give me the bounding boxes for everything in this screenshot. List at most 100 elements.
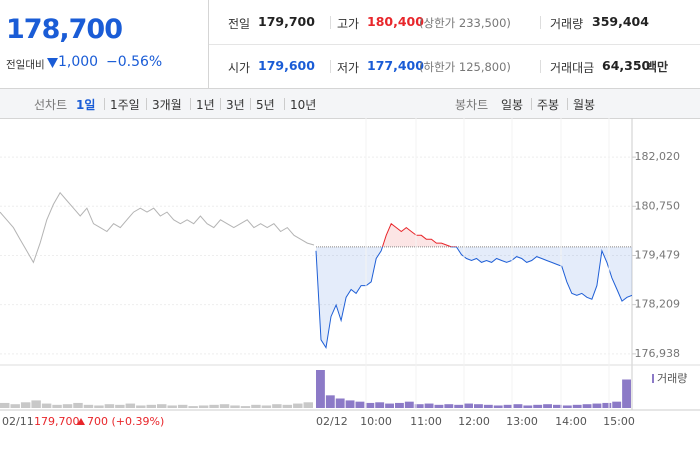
stat-value: 177,400	[367, 58, 424, 73]
volume-bar	[293, 403, 303, 408]
stat-label: 거래량	[550, 17, 584, 31]
volume-bar	[414, 404, 424, 408]
volume-bar	[20, 402, 31, 408]
period-tab[interactable]: 3년	[226, 98, 245, 112]
price: 178,700	[6, 14, 123, 45]
volume-bar	[177, 404, 188, 408]
volume-bar	[188, 406, 198, 408]
divider	[330, 60, 331, 73]
x-tick-label: 13:00	[506, 415, 538, 428]
volume-bar	[365, 402, 375, 408]
divider	[531, 98, 532, 110]
stat-label: 저가	[337, 61, 360, 75]
change-label: 전일대비	[6, 59, 45, 71]
divider	[567, 98, 568, 110]
volume-bar	[355, 401, 365, 408]
x-tick-label: 11:00	[410, 415, 442, 428]
volume-bar	[272, 404, 282, 408]
candle-tab[interactable]: 주봉	[537, 98, 560, 112]
volume-bar	[582, 404, 592, 408]
y-tick-label: 179,479	[635, 248, 681, 261]
legend-swatch	[652, 374, 654, 383]
volume-bar	[385, 403, 394, 408]
volume-bar	[282, 404, 293, 408]
divider	[190, 98, 191, 110]
volume-bar	[543, 404, 552, 408]
stat-label: 시가	[228, 61, 251, 75]
price-line-down	[315, 246, 632, 349]
volume-bar	[240, 406, 251, 408]
period-tab[interactable]: 5년	[256, 98, 275, 112]
stat-value: 179,600	[258, 58, 315, 73]
volume-bar	[562, 405, 572, 408]
volume-bar	[444, 404, 454, 408]
volume-bar	[375, 402, 385, 408]
volume-bar	[483, 404, 493, 408]
volume-bar	[41, 403, 52, 408]
stat-label: 거래대금	[550, 61, 595, 75]
candle-tab[interactable]: 일봉	[501, 98, 524, 112]
volume-bar	[261, 405, 272, 408]
volume-bar	[62, 404, 73, 408]
volume-bar	[454, 404, 464, 408]
period-tab[interactable]: 1일	[76, 98, 96, 112]
volume-bar	[523, 405, 533, 408]
volume-bar	[104, 404, 115, 408]
volume-bar	[553, 404, 562, 408]
candle-tab[interactable]: 월봉	[573, 98, 596, 112]
volume-bar	[474, 404, 483, 408]
volume-bar	[316, 370, 325, 408]
volume-bar	[303, 402, 313, 408]
volume-bar	[146, 404, 156, 408]
stat-unit: 백만	[646, 60, 669, 74]
volume-bar	[0, 402, 10, 408]
price-box: 178,700 전일대비 1,000 −0.56%	[0, 0, 209, 88]
volume-bar	[503, 404, 513, 408]
y-tick-label: 178,209	[635, 298, 681, 311]
prev-close: 179,700	[34, 415, 80, 428]
volume-bar	[157, 404, 167, 408]
down-icon	[47, 58, 58, 68]
change-pct: −0.56%	[106, 54, 163, 70]
tab-label: 봉차트	[455, 98, 489, 112]
volume-bar	[434, 404, 444, 408]
area-up	[316, 223, 632, 247]
price-line	[0, 191, 315, 264]
stat-label: 고가	[337, 17, 360, 31]
stat-note: (상한가 233,500)	[419, 16, 511, 30]
tab-label: 선차트	[34, 98, 68, 112]
volume-bar	[73, 402, 83, 408]
stat-value: 179,700	[258, 14, 315, 29]
volume-bar	[10, 404, 20, 408]
volume-bar	[209, 404, 219, 408]
period-tab[interactable]: 10년	[290, 98, 317, 112]
divider	[284, 98, 285, 110]
volume-bar	[395, 402, 404, 408]
period-tab[interactable]: 1주일	[110, 98, 140, 112]
volume-bar	[572, 404, 582, 408]
period-tab[interactable]: 3개월	[152, 98, 182, 112]
volume-bar	[115, 404, 125, 408]
volume-bar	[335, 398, 345, 408]
volume-bar	[230, 405, 240, 408]
divider	[540, 60, 541, 73]
x-tick-label: 12:00	[458, 415, 490, 428]
volume-bar	[198, 405, 209, 408]
stat-note: (하한가 125,800)	[419, 60, 511, 74]
volume-bar	[251, 404, 261, 408]
volume-bar	[513, 404, 523, 408]
volume-bar	[31, 400, 41, 408]
stat-value: 64,350	[602, 58, 651, 73]
volume-bar	[219, 404, 230, 408]
volume-bar	[52, 404, 62, 408]
volume-bar	[592, 403, 602, 408]
volume-bar	[612, 401, 622, 408]
period-tab[interactable]: 1년	[196, 98, 215, 112]
y-tick-label: 176,938	[635, 347, 681, 360]
y-tick-label: 182,020	[635, 150, 681, 163]
summary: 178,700 전일대비 1,000 −0.56% 전일 179,700 고가 180…	[0, 0, 700, 89]
volume-bar	[533, 404, 543, 408]
volume-bar	[424, 403, 434, 408]
area-down	[316, 246, 632, 348]
